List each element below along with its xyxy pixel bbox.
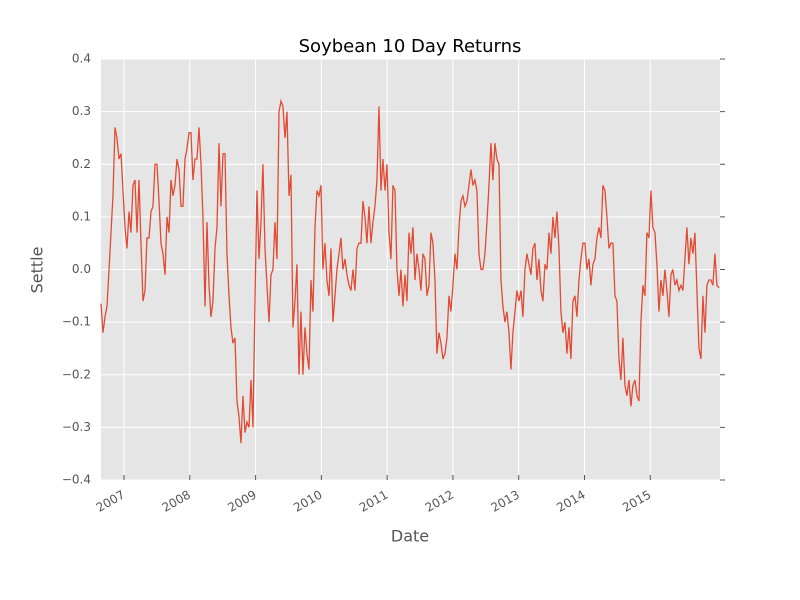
- y-tick-label: −0.3: [62, 420, 91, 434]
- x-axis-label: Date: [391, 527, 429, 546]
- x-tick-label: 2015: [620, 488, 653, 515]
- x-tick-label: 2014: [554, 488, 587, 515]
- x-tick-label: 2010: [291, 488, 324, 515]
- y-tick-label: −0.2: [62, 367, 91, 381]
- y-tick-label: 0.2: [72, 157, 91, 171]
- x-tick-label: 2007: [94, 488, 127, 515]
- y-tick-label: −0.4: [62, 473, 91, 487]
- chart-title: Soybean 10 Day Returns: [299, 36, 522, 57]
- y-tick-label: 0.1: [72, 209, 91, 223]
- x-tick-label: 2009: [225, 488, 258, 515]
- y-tick-label: −0.1: [62, 315, 91, 329]
- x-tick-label: 2013: [489, 488, 522, 515]
- x-tick-label: 2012: [423, 488, 456, 515]
- y-tick-label: 0.3: [72, 104, 91, 118]
- x-tick-label: 2008: [160, 488, 193, 515]
- data-line: [100, 98, 720, 444]
- y-axis-label: Settle: [28, 247, 47, 294]
- x-tick-label: 2011: [357, 488, 390, 515]
- y-tick-label: 0.0: [72, 262, 91, 276]
- y-tick-label: 0.4: [72, 52, 91, 66]
